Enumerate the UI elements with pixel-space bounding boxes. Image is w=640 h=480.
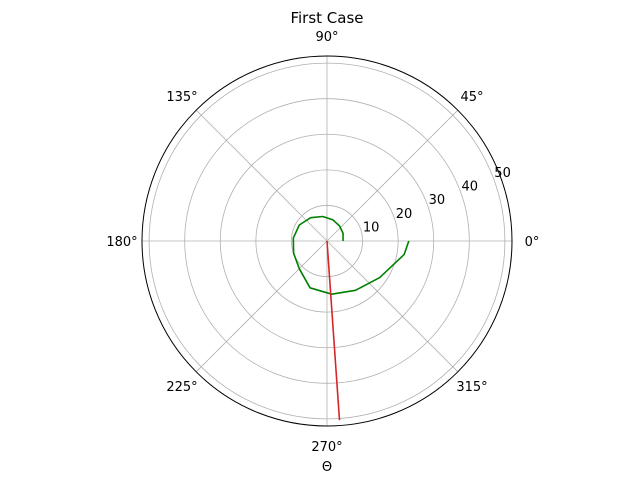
series-layer	[292, 215, 410, 421]
theta-tick-label-0: 0°	[525, 235, 540, 250]
r-tick-label-30: 30	[429, 193, 446, 208]
series-line-2	[326, 240, 341, 421]
theta-tick-label-45: 45°	[460, 90, 483, 105]
theta-grid-line-225	[195, 240, 328, 373]
theta-grid-line-135	[195, 109, 328, 242]
r-tick-label-40: 40	[462, 180, 479, 195]
theta-grid-line-45	[326, 109, 459, 242]
series-line-1	[292, 215, 410, 296]
tick-labels: 0° 45° 90° 135° 180° 225° 270° 315° 10 20 30 40 50	[106, 30, 539, 455]
theta-tick-label-225: 225°	[166, 380, 197, 395]
r-tick-label-20: 20	[396, 207, 413, 222]
theta-tick-label-180: 180°	[106, 235, 137, 250]
theta-tick-label-270: 270°	[311, 440, 342, 455]
chart-title: First Case	[290, 9, 363, 27]
polar-grid	[142, 56, 512, 426]
x-axis-label: Θ	[322, 460, 332, 475]
theta-tick-label-135: 135°	[166, 90, 197, 105]
r-tick-label-50: 50	[494, 166, 511, 181]
theta-tick-label-90: 90°	[315, 30, 338, 45]
theta-tick-label-315: 315°	[456, 380, 487, 395]
polar-frame	[141, 55, 513, 427]
r-tick-label-10: 10	[363, 220, 380, 235]
theta-grid-line-315	[326, 240, 459, 373]
